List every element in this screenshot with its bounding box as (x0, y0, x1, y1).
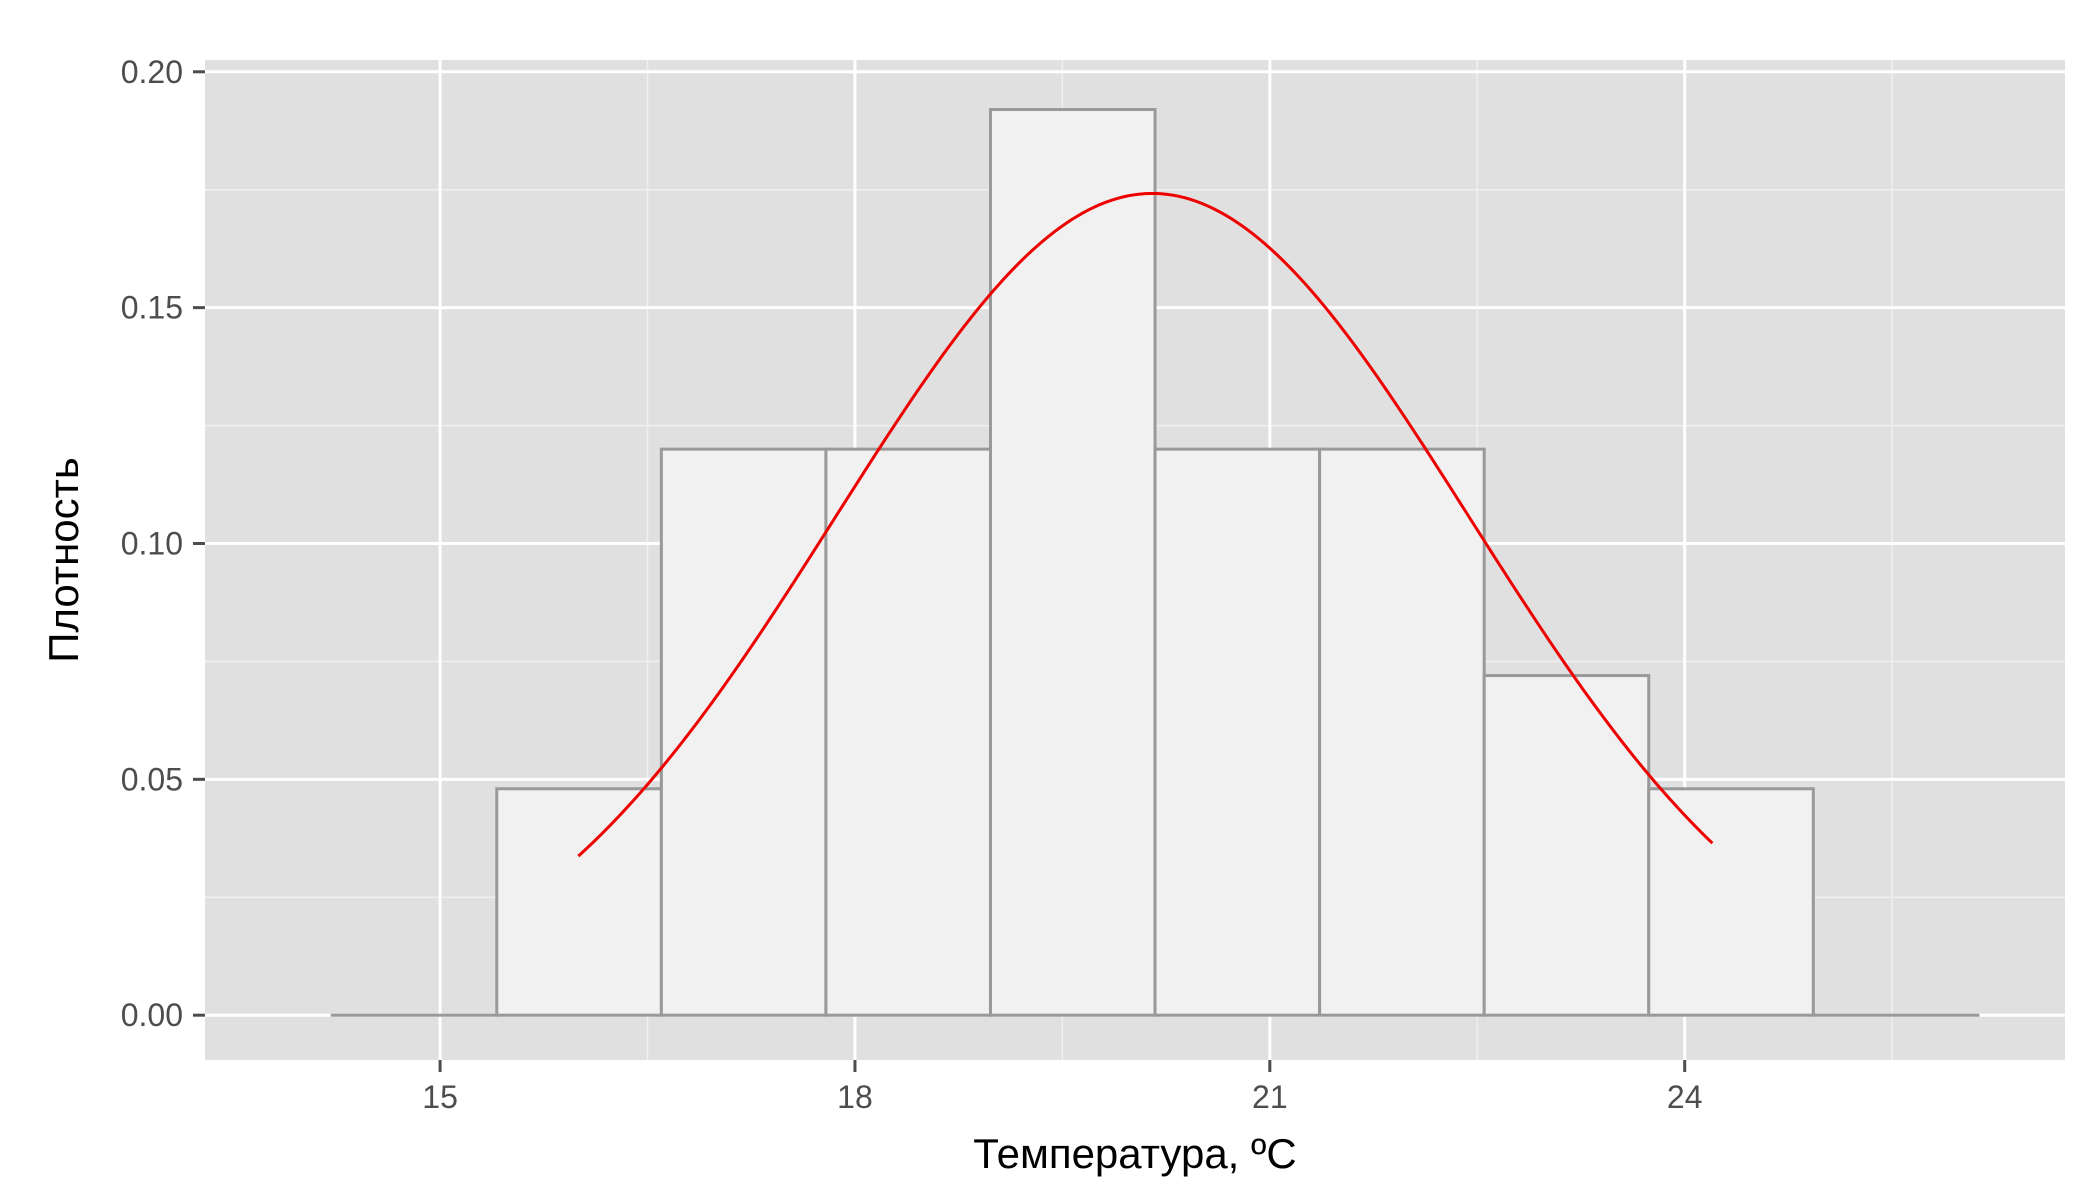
y-tick-label: 0.05 (121, 761, 183, 797)
density-curve-layer (577, 191, 1714, 858)
y-axis-title: Плотность (40, 457, 87, 663)
x-tick-label: 15 (422, 1079, 458, 1115)
y-axis: 0.00 0.05 0.10 0.15 0.20 (121, 54, 205, 1033)
x-tick-label: 21 (1252, 1079, 1288, 1115)
histogram-bar (988, 108, 1157, 1017)
x-tick-label: 18 (837, 1079, 873, 1115)
histogram-bar (495, 787, 663, 1017)
histogram-bar (1318, 447, 1486, 1017)
histogram-bar (824, 447, 992, 1017)
normal-density-curve (577, 191, 1714, 858)
x-axis-title: Температура, ºC (973, 1130, 1296, 1177)
y-tick-label: 0.20 (121, 54, 183, 90)
y-tick-label: 0.15 (121, 290, 183, 326)
x-axis: 15 18 21 24 (422, 1060, 1702, 1115)
histogram-bar (1482, 674, 1651, 1017)
histogram-bar (1153, 447, 1322, 1017)
y-tick-label: 0.10 (121, 525, 183, 561)
histogram-bars (330, 108, 1980, 1017)
x-tick-label: 24 (1667, 1079, 1703, 1115)
histogram-bar (659, 447, 828, 1017)
histogram-bar (1647, 787, 1815, 1017)
y-tick-label: 0.00 (121, 997, 183, 1033)
